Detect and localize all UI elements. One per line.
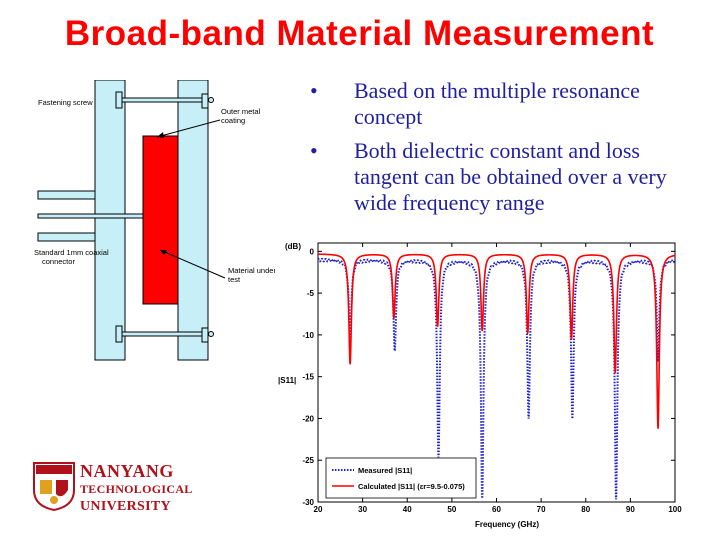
series-line-calculated xyxy=(317,253,676,429)
x-tick-label: 70 xyxy=(537,505,546,514)
x-tick-label: 80 xyxy=(581,505,590,514)
bottom-screw-tip xyxy=(208,331,214,337)
bullet-dot: • xyxy=(310,78,318,103)
university-name: NANYANG TECHNOLOGICAL UNIVERSITY xyxy=(80,462,193,516)
ntu-crest-icon xyxy=(33,462,75,512)
bullet-list: • Based on the multiple resonance concep… xyxy=(300,78,710,224)
fastening-screw-label: Fastening screw xyxy=(38,98,93,107)
x-tick-label: 50 xyxy=(447,505,456,514)
x-tick-label: 100 xyxy=(668,505,682,514)
x-tick-label: 60 xyxy=(492,505,501,514)
material-pointer xyxy=(159,249,226,279)
s11-chart: 20 30 40 50 60 70 80 90 100 0 -5 -10 -15 -20 -25 -30 Mea… xyxy=(275,235,695,535)
legend-label: Calculated |S11| (εr=9.5-0.075) xyxy=(358,482,465,491)
material-arrowhead xyxy=(160,250,167,255)
material-label-1: Material under xyxy=(228,266,276,275)
x-axis-label: Frequency (GHz) xyxy=(475,520,539,529)
x-tick-label: 20 xyxy=(314,505,323,514)
y-tick-label: -20 xyxy=(302,414,314,423)
logo-line-1: NANYANG xyxy=(80,461,174,481)
top-screw-tip xyxy=(208,97,214,103)
y-axis-label: |S11| xyxy=(278,376,296,385)
y-tick-label: -30 xyxy=(302,498,314,507)
legend-label: Measured |S11| xyxy=(358,466,412,475)
connector-center-pin xyxy=(37,213,144,219)
fixture-diagram: Fastening screw Outer metal coating Stan… xyxy=(34,80,276,361)
slide-title: Broad-band Material Measurement xyxy=(64,14,655,53)
y-tick-label: -5 xyxy=(307,289,315,298)
bottom-screw-rod xyxy=(117,331,209,337)
material-label-2: test xyxy=(228,275,241,284)
bottom-screw-head xyxy=(115,325,123,343)
top-screw-head xyxy=(115,91,123,109)
bullet-item: • Both dielectric constant and loss tang… xyxy=(300,138,710,216)
frame-right-bar xyxy=(177,80,209,361)
x-tick-label: 40 xyxy=(403,505,412,514)
outer-metal-pointer xyxy=(156,119,221,138)
y-tick-label: -10 xyxy=(302,331,314,340)
frame-left-bar xyxy=(94,80,126,361)
series-line-measured xyxy=(317,257,676,500)
x-tick-label: 90 xyxy=(626,505,635,514)
top-screw-nut xyxy=(201,93,209,109)
outer-metal-label-1: Outer metal xyxy=(221,107,261,116)
y-tick-label: 0 xyxy=(310,247,315,256)
bullet-item: • Based on the multiple resonance concep… xyxy=(300,78,710,130)
outer-metal-label-2: coating xyxy=(221,116,245,125)
bullet-text: Based on the multiple resonance concept xyxy=(354,78,640,129)
outer-metal-arrowhead xyxy=(157,132,164,138)
logo-line-2: TECHNOLOGICAL xyxy=(80,482,193,496)
y-unit-label: (dB) xyxy=(285,242,301,251)
bullet-dot: • xyxy=(310,138,318,163)
connector-label-2: connector xyxy=(42,257,75,266)
material-sample xyxy=(142,135,179,305)
top-screw-rod xyxy=(117,97,209,103)
bottom-screw-nut xyxy=(201,327,209,343)
connector-upper-shell xyxy=(37,190,96,200)
y-tick-label: -15 xyxy=(302,373,314,382)
plot-area: 20 30 40 50 60 70 80 90 100 0 -5 -10 -15 -20 -25 -30 Mea… xyxy=(302,242,682,514)
logo-line-3: UNIVERSITY xyxy=(80,499,171,514)
connector-lower-shell xyxy=(37,232,96,242)
y-tick-label: -25 xyxy=(302,456,314,465)
connector-label-1: Standard 1mm coaxial xyxy=(34,248,109,257)
x-tick-label: 30 xyxy=(358,505,367,514)
bullet-text: Both dielectric constant and loss tangen… xyxy=(354,138,667,215)
legend-box xyxy=(325,457,477,499)
